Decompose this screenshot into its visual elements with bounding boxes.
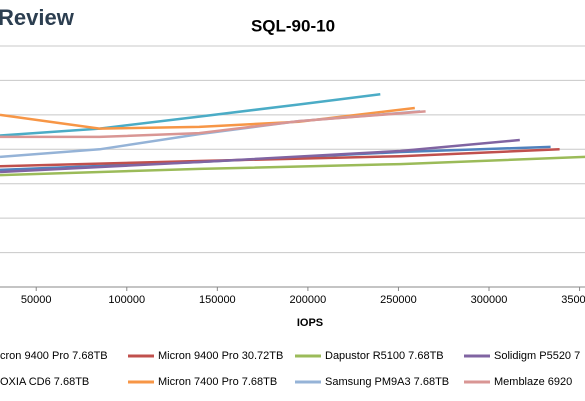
legend-label: Micron 7400 Pro 7.68TB [158,376,277,388]
legend-label: Solidigm P5520 7 [494,350,580,362]
legend-label: OXIA CD6 7.68TB [0,376,89,388]
x-tick-label: 150000 [199,294,236,306]
x-tick-label: 50000 [21,294,52,306]
series-line [0,110,426,139]
brand: Review [0,5,75,30]
x-tick-label: 250000 [380,294,417,306]
x-tick-label: 200000 [290,294,327,306]
x-axis-label: IOPS [297,317,323,329]
series-line [0,92,381,137]
legend-label: Samsung PM9A3 7.68TB [325,376,449,388]
legend-label: Dapustor R5100 7.68TB [325,350,444,362]
series-line [0,106,415,130]
legend-label: Memblaze 6920 [494,376,572,388]
x-tick-label: 100000 [108,294,145,306]
series-line [0,155,585,177]
legend-label: Micron 9400 Pro 30.72TB [158,350,283,362]
legend-label: cron 9400 Pro 7.68TB [0,350,108,362]
series-line [0,110,421,159]
x-tick-label: 350000 [561,294,585,306]
x-tick-label: 300000 [471,294,508,306]
series-line [0,148,560,168]
series-line [0,138,520,174]
chart-title: SQL-90-10 [251,16,335,35]
